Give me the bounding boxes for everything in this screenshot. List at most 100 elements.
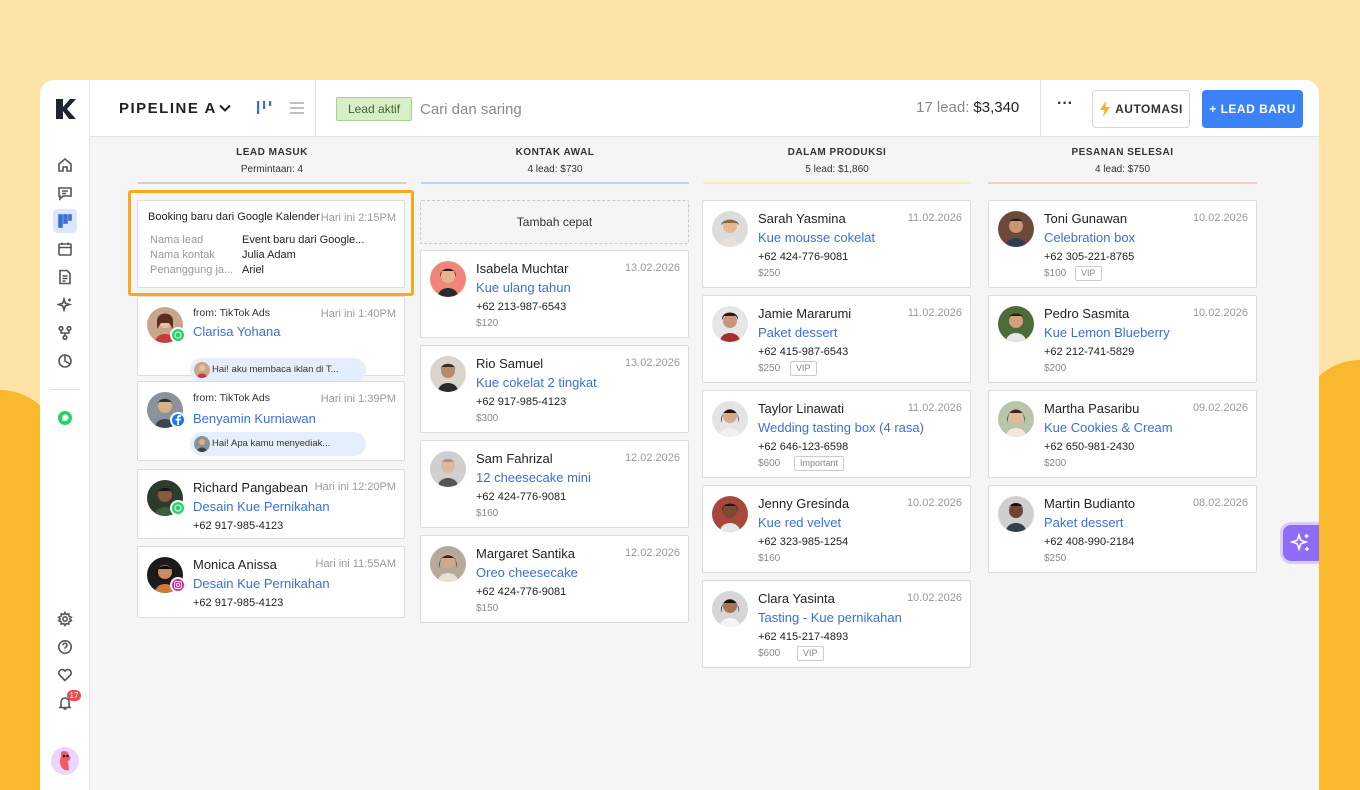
booking-row: Nama kontak Julia Adam: [150, 249, 400, 261]
lead-card[interactable]: Clara Yasinta 10.02.2026 Tasting - Kue p…: [702, 580, 971, 668]
lead-source: from: TikTok Ads: [193, 392, 271, 404]
deal-name-link[interactable]: Kue ulang tahun: [476, 280, 571, 295]
board-view-icon[interactable]: [255, 99, 273, 117]
new-lead-button[interactable]: + LEAD BARU: [1202, 90, 1303, 128]
column-title: KONTAK AWAL: [515, 147, 595, 158]
lead-card[interactable]: from: TikTok Ads Hari ini 1:40PM Clarisa…: [137, 296, 405, 382]
column-dalam-produksi: DALAM PRODUKSI 5 lead: $1,860: [703, 137, 971, 184]
app-window: 17 PIPELINE A Lead aktif 17 lead:$3,340 …: [40, 80, 1319, 790]
home-icon[interactable]: [53, 153, 77, 177]
booking-row: Penanggung ja... Ariel: [150, 264, 400, 276]
whatsapp-icon[interactable]: [53, 406, 77, 430]
deal-name-link[interactable]: Oreo cheesecake: [476, 565, 578, 580]
phone-number: +62 917-985-4123: [193, 520, 284, 532]
quick-add-button[interactable]: Tambah cepat: [420, 200, 689, 244]
lead-name: Richard Pangabean: [193, 480, 308, 495]
phone-number: +62 917-985-4123: [193, 597, 284, 609]
lead-card[interactable]: Jamie Mararumi 11.02.2026 Paket dessert …: [702, 295, 971, 383]
pipeline-icon[interactable]: [53, 209, 77, 233]
deal-name-link[interactable]: Paket dessert: [1044, 515, 1124, 530]
deal-amount: $120: [476, 318, 499, 329]
lead-name: Sam Fahrizal: [476, 451, 553, 466]
flow-icon[interactable]: [53, 321, 77, 345]
lead-date: Hari ini 1:39PM: [320, 393, 396, 405]
message-preview[interactable]: Hai! aku membaca iklan di T...: [190, 358, 366, 382]
phone-number: +62 305-221-8765: [1044, 251, 1135, 263]
lead-card[interactable]: Sam Fahrizal 12.02.2026 12 cheesecake mi…: [420, 440, 689, 528]
row-label: Nama lead: [150, 234, 204, 246]
deal-amount: $100: [1044, 268, 1067, 279]
column-title: LEAD MASUK: [236, 147, 308, 158]
lead-card[interactable]: Jenny Gresinda 10.02.2026 Kue red velvet…: [702, 485, 971, 573]
booking-date: Hari ini 2:15PM: [320, 212, 396, 224]
lead-card[interactable]: Margaret Santika 12.02.2026 Oreo cheesec…: [420, 535, 689, 623]
column-subtitle: 4 lead: $750: [1094, 164, 1151, 175]
lead-date: 12.02.2026: [624, 452, 680, 464]
phone-number: +62 917-985-4123: [476, 396, 567, 408]
lead-card[interactable]: Monica Anissa Hari ini 11:55AM Desain Ku…: [137, 546, 405, 618]
lead-card[interactable]: Isabela Muchtar 13.02.2026 Kue ulang tah…: [420, 250, 689, 338]
avatar: [147, 392, 183, 428]
lead-name-link[interactable]: Benyamin Kurniawan: [193, 411, 316, 426]
deal-name-link[interactable]: Kue cokelat 2 tingkat: [476, 375, 597, 390]
lead-card[interactable]: Rio Samuel 13.02.2026 Kue cokelat 2 ting…: [420, 345, 689, 433]
deal-amount: $250: [758, 268, 781, 279]
lead-card[interactable]: Martha Pasaribu 09.02.2026 Kue Cookies &…: [988, 390, 1257, 478]
lead-card[interactable]: Martin Budianto 08.02.2026 Paket dessert…: [988, 485, 1257, 573]
automation-button[interactable]: AUTOMASI: [1092, 90, 1190, 128]
lead-card[interactable]: Taylor Linawati 11.02.2026 Wedding tasti…: [702, 390, 971, 478]
settings-icon[interactable]: [53, 607, 77, 631]
deal-name-link[interactable]: Desain Kue Pernikahan: [193, 499, 330, 514]
deal-name-link[interactable]: Kue mousse cokelat: [758, 230, 876, 245]
sparkle-icon[interactable]: [53, 293, 77, 317]
deal-name-link[interactable]: 12 cheesecake mini: [476, 470, 591, 485]
deal-name-link[interactable]: Celebration box: [1044, 230, 1136, 245]
deal-tag: VIP: [790, 361, 817, 376]
deal-name-link[interactable]: Kue Lemon Blueberry: [1044, 325, 1170, 340]
deal-name-link[interactable]: Kue red velvet: [758, 515, 842, 530]
booking-card[interactable]: Booking baru dari Google Kalender Hari i…: [137, 200, 405, 288]
avatar: [430, 451, 466, 487]
message-preview[interactable]: Hai! Apa kamu menyediak...: [190, 432, 366, 456]
lead-date: 13.02.2026: [624, 357, 680, 369]
search-input[interactable]: [420, 96, 640, 122]
phone-number: +62 424-776-9081: [476, 586, 567, 598]
avatar: [998, 496, 1034, 532]
phone-number: +62 323-985-1254: [758, 536, 849, 548]
ai-assistant-button[interactable]: [1283, 525, 1319, 561]
deal-name-link[interactable]: Kue Cookies & Cream: [1044, 420, 1173, 435]
total-value: $3,340: [973, 99, 1020, 116]
chevron-down-icon[interactable]: [218, 101, 232, 115]
deal-name-link[interactable]: Desain Kue Pernikahan: [193, 576, 330, 591]
chart-icon[interactable]: [53, 349, 77, 373]
list-view-icon[interactable]: [289, 100, 305, 116]
lead-card[interactable]: from: TikTok Ads Hari ini 1:39PM Benyami…: [137, 381, 405, 461]
deal-name-link[interactable]: Paket dessert: [758, 325, 838, 340]
document-icon[interactable]: [53, 265, 77, 289]
deal-amount: $250: [1044, 553, 1067, 564]
column-underline: [138, 182, 406, 184]
chat-icon[interactable]: [53, 181, 77, 205]
lead-name: Isabela Muchtar: [476, 261, 569, 276]
active-lead-filter[interactable]: Lead aktif: [336, 97, 413, 121]
user-avatar[interactable]: [51, 747, 79, 775]
deal-name-link[interactable]: Tasting - Kue pernikahan: [758, 610, 902, 625]
lead-name: Jenny Gresinda: [758, 496, 850, 511]
lead-card[interactable]: Richard Pangabean Hari ini 12:20PM Desai…: [137, 469, 405, 539]
lead-name-link[interactable]: Clarisa Yohana: [193, 324, 281, 339]
more-options-button[interactable]: ···: [1057, 95, 1073, 112]
lead-card[interactable]: Sarah Yasmina 11.02.2026 Kue mousse coke…: [702, 200, 971, 288]
app-logo-icon[interactable]: [54, 97, 76, 121]
lead-card[interactable]: Pedro Sasmita 10.02.2026 Kue Lemon Blueb…: [988, 295, 1257, 383]
avatar: [712, 591, 748, 627]
phone-number: +62 408-990-2184: [1044, 536, 1135, 548]
lead-date: Hari ini 1:40PM: [320, 308, 396, 320]
deal-name-link[interactable]: Wedding tasting box (4 rasa): [758, 420, 924, 435]
avatar: [712, 306, 748, 342]
calendar-icon[interactable]: [53, 237, 77, 261]
heart-icon[interactable]: [53, 663, 77, 687]
help-icon[interactable]: [53, 635, 77, 659]
deal-amount: $160: [758, 553, 781, 564]
lead-card[interactable]: Toni Gunawan 10.02.2026 Celebration box …: [988, 200, 1257, 288]
pipeline-title[interactable]: PIPELINE A: [119, 100, 217, 117]
